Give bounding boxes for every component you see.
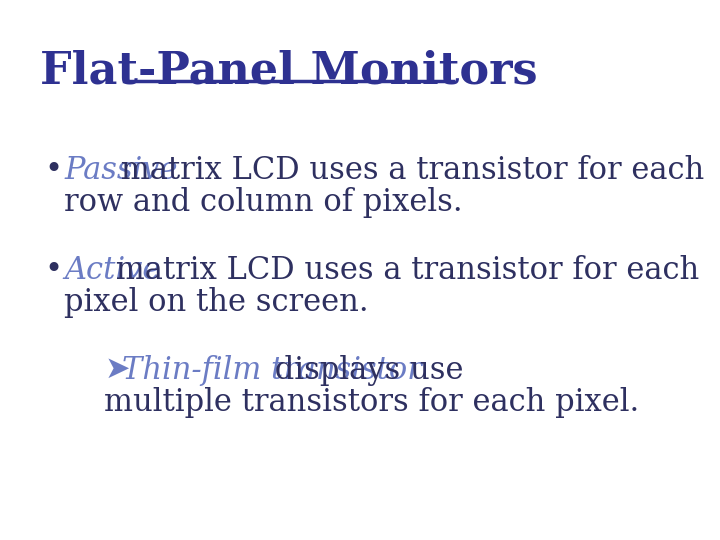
Text: Active: Active	[64, 255, 161, 286]
Text: •: •	[44, 155, 62, 186]
Text: row and column of pixels.: row and column of pixels.	[64, 187, 463, 218]
Text: matrix LCD uses a transistor for each: matrix LCD uses a transistor for each	[111, 155, 704, 186]
Text: ➤: ➤	[104, 355, 130, 384]
Text: multiple transistors for each pixel.: multiple transistors for each pixel.	[104, 387, 639, 418]
Text: matrix LCD uses a transistor for each: matrix LCD uses a transistor for each	[106, 255, 699, 286]
Text: •: •	[44, 255, 62, 286]
Text: displays use: displays use	[265, 355, 464, 386]
Text: pixel on the screen.: pixel on the screen.	[64, 287, 369, 318]
Text: Flat-Panel Monitors: Flat-Panel Monitors	[40, 50, 538, 93]
Text: Passive: Passive	[64, 155, 178, 186]
Text: Thin-film transistor: Thin-film transistor	[122, 355, 422, 386]
